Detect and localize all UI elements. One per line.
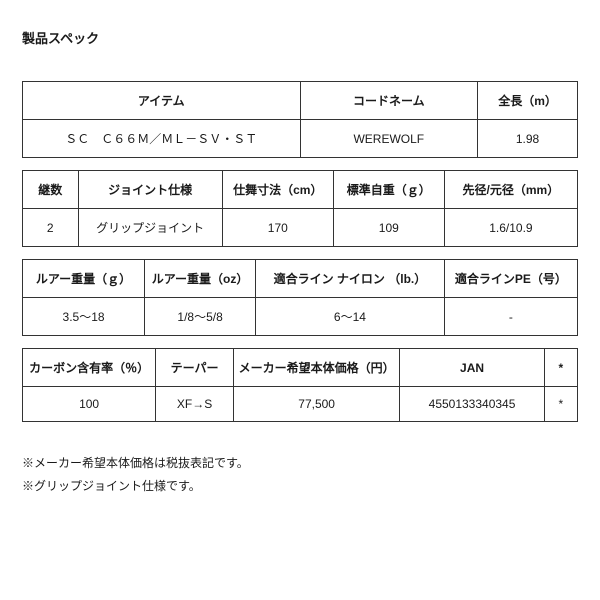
table-cell: XF→S [156,387,234,422]
table-header: カーボン含有率（％） [23,349,156,387]
table-cell: グリップジョイント [78,209,222,247]
note-line: ※グリップジョイント仕様です。 [22,475,578,498]
table-header: 先径/元径（mm） [444,171,577,209]
table-cell: 1.6/10.9 [444,209,577,247]
table-header: * [544,349,577,387]
table-header: ルアー重量（ｇ） [23,260,145,298]
table-header: ルアー重量（oz） [145,260,256,298]
table-cell: 3.5～18 [23,298,145,336]
table-cell: ＳＣ Ｃ６６Ｍ／ＭＬ－ＳＶ・ＳＴ [23,120,301,158]
table-cell: 170 [222,209,333,247]
table-header: 全長（m） [478,82,578,120]
table-cell: 1/8～5/8 [145,298,256,336]
table-header: 適合ライン ナイロン （lb.） [256,260,445,298]
spec-notes: ※メーカー希望本体価格は税抜表記です。 ※グリップジョイント仕様です。 [22,452,578,498]
table-cell: 1.98 [478,120,578,158]
spec-table: カーボン含有率（％）テーパーメーカー希望本体価格（円）JAN*100XF→S77… [22,348,578,422]
table-header: コードネーム [300,82,478,120]
table-header: アイテム [23,82,301,120]
table-header: ジョイント仕様 [78,171,222,209]
table-header: テーパー [156,349,234,387]
table-header: 標準自重（ｇ） [333,171,444,209]
table-header: 継数 [23,171,79,209]
table-row: 3.5～181/8～5/86～14- [23,298,578,336]
table-cell: 4550133340345 [400,387,544,422]
table-cell: 100 [23,387,156,422]
table-header: 仕舞寸法（cm） [222,171,333,209]
table-cell: 2 [23,209,79,247]
spec-table: 継数ジョイント仕様仕舞寸法（cm）標準自重（ｇ）先径/元径（mm）2グリップジョ… [22,170,578,247]
table-cell: 77,500 [233,387,400,422]
table-cell: WEREWOLF [300,120,478,158]
table-header: JAN [400,349,544,387]
spec-title: 製品スペック [22,28,578,47]
spec-table: アイテムコードネーム全長（m）ＳＣ Ｃ６６Ｍ／ＭＬ－ＳＶ・ＳＴWEREWOLF1… [22,81,578,158]
spec-tables: アイテムコードネーム全長（m）ＳＣ Ｃ６６Ｍ／ＭＬ－ＳＶ・ＳＴWEREWOLF1… [22,81,578,422]
table-header: メーカー希望本体価格（円） [233,349,400,387]
table-cell: 6～14 [256,298,445,336]
table-row: ＳＣ Ｃ６６Ｍ／ＭＬ－ＳＶ・ＳＴWEREWOLF1.98 [23,120,578,158]
table-cell: * [544,387,577,422]
note-line: ※メーカー希望本体価格は税抜表記です。 [22,452,578,475]
table-cell: 109 [333,209,444,247]
spec-table: ルアー重量（ｇ）ルアー重量（oz）適合ライン ナイロン （lb.）適合ラインPE… [22,259,578,336]
table-header: 適合ラインPE（号） [444,260,577,298]
table-cell: - [444,298,577,336]
table-row: 100XF→S77,5004550133340345* [23,387,578,422]
table-row: 2グリップジョイント1701091.6/10.9 [23,209,578,247]
